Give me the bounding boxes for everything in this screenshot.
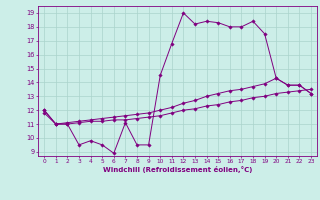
X-axis label: Windchill (Refroidissement éolien,°C): Windchill (Refroidissement éolien,°C)	[103, 166, 252, 173]
